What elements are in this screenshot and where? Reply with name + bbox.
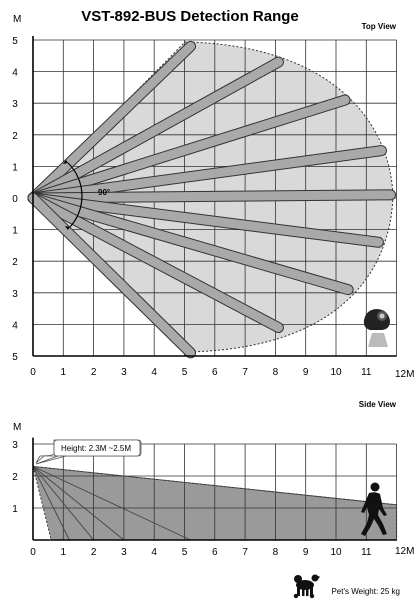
x-tick-label: 0 <box>30 547 36 558</box>
detection-beam <box>28 193 383 247</box>
detection-beam <box>28 193 353 295</box>
motion-sensor-icon <box>363 309 390 347</box>
y-tick-label: 1 <box>12 226 18 237</box>
x-tick-label: 9 <box>303 367 309 378</box>
side-view-label: Side View <box>359 400 397 409</box>
x-tick-label: 5 <box>182 367 188 378</box>
pet-weight-label: Pet's Weight: 25 kg <box>331 587 400 596</box>
y-tick-label: 4 <box>12 320 18 331</box>
x-tick-label: 11 <box>361 367 372 378</box>
detection-beam <box>28 193 283 333</box>
top-view-y-unit: M <box>13 14 21 25</box>
x-tick-label: 6 <box>212 367 218 378</box>
x-tick-label: 7 <box>242 547 248 558</box>
detection-beam <box>28 146 386 203</box>
y-tick-label: 1 <box>12 162 18 173</box>
detection-ray <box>32 465 191 541</box>
top-view-label: Top View <box>362 22 397 31</box>
y-tick-label: 5 <box>12 36 18 47</box>
pet-weight-note: Pet's Weight: 25 kg <box>293 574 400 599</box>
detection-ray <box>32 466 94 541</box>
y-tick-label: 3 <box>12 289 18 300</box>
y-tick-label: 1 <box>12 504 18 515</box>
x-tick-label: 2 <box>91 367 97 378</box>
side-view-rays <box>32 465 397 541</box>
dog-icon <box>293 574 320 599</box>
detection-ray <box>32 465 397 506</box>
x-tick-label: 0 <box>30 367 36 378</box>
detection-beam <box>28 57 283 203</box>
y-tick-label: 5 <box>12 352 18 363</box>
x-tick-label: 8 <box>273 547 279 558</box>
y-tick-label: 2 <box>12 472 18 483</box>
detection-ray <box>32 466 125 541</box>
x-tick-label: 11 <box>361 547 372 558</box>
y-tick-label: 4 <box>12 68 18 79</box>
angle-arc <box>67 162 83 228</box>
walking-person-icon <box>361 482 387 536</box>
detection-beam <box>28 193 196 358</box>
y-tick-label: 3 <box>12 99 18 110</box>
top-view-beams <box>27 40 397 359</box>
x-tick-label: 1 <box>61 367 67 378</box>
y-tick-label: 2 <box>12 131 18 142</box>
x-tick-label: 10 <box>330 547 342 558</box>
x-tick-label: 9 <box>303 547 309 558</box>
x-tick-label: 10 <box>330 367 342 378</box>
y-tick-label: 2 <box>12 257 18 268</box>
mount-height-callout: Height: 2.3M ~2.5M <box>35 439 142 465</box>
angle-arrow-icon <box>65 226 70 230</box>
x-tick-label: 4 <box>151 547 157 558</box>
x-tick-label: 8 <box>273 367 279 378</box>
diagram-title: VST-892-BUS Detection Range <box>81 8 299 25</box>
x-tick-label: 7 <box>242 367 248 378</box>
top-view-x-unit: 12M <box>395 369 414 380</box>
side-view-y-unit: M <box>13 422 21 433</box>
detection-beam <box>28 190 396 203</box>
detection-ray <box>32 466 70 541</box>
side-view-axes: 0 1 2 3 4 5 6 7 8 9 10 11 3 2 1 <box>12 437 397 558</box>
angle-label: 90° <box>98 188 110 197</box>
x-tick-label: 6 <box>212 547 218 558</box>
detection-beam <box>28 41 196 203</box>
side-view-panel: Side View 0 1 2 3 4 5 6 7 8 9 10 11 3 2 1 M 12M Height… <box>12 400 414 558</box>
y-tick-label: 0 <box>12 194 18 205</box>
x-tick-label: 1 <box>61 547 67 558</box>
x-tick-label: 3 <box>121 547 127 558</box>
detection-beam <box>28 95 350 203</box>
side-view-x-unit: 12M <box>395 546 414 557</box>
x-tick-label: 3 <box>121 367 127 378</box>
x-tick-label: 5 <box>182 547 188 558</box>
mount-height-label: Height: 2.3M ~2.5M <box>61 444 131 453</box>
y-tick-label: 3 <box>12 440 18 451</box>
angle-arrow-icon <box>63 160 68 164</box>
x-tick-label: 4 <box>151 367 157 378</box>
x-tick-label: 2 <box>91 547 97 558</box>
